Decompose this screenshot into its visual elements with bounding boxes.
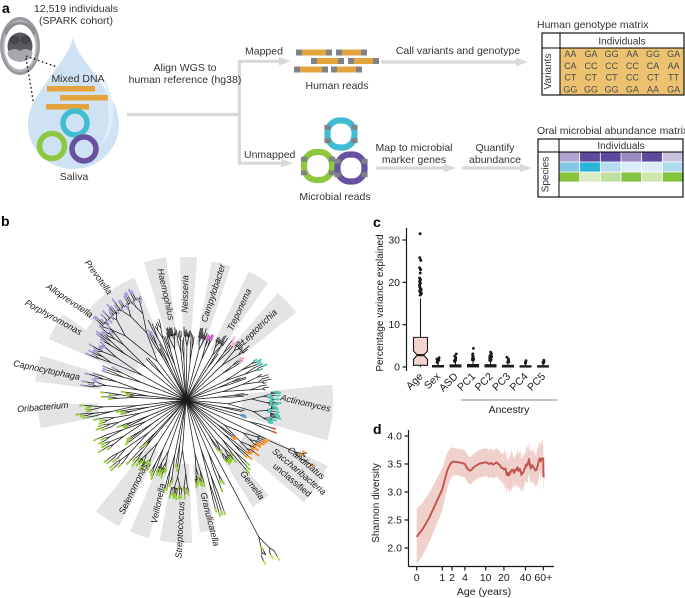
svg-text:CC: CC <box>626 61 639 71</box>
svg-text:CA: CA <box>647 61 660 71</box>
svg-text:Map to microbial: Map to microbial <box>375 142 452 154</box>
svg-text:GG: GG <box>605 84 619 94</box>
svg-text:CT: CT <box>647 73 659 83</box>
svg-text:0: 0 <box>394 362 400 374</box>
svg-text:b: b <box>1 213 10 229</box>
svg-text:2.5: 2.5 <box>387 515 402 527</box>
svg-text:10: 10 <box>480 572 492 584</box>
svg-text:AA: AA <box>564 49 576 59</box>
svg-text:Oribacterium: Oribacterium <box>17 400 70 414</box>
svg-text:4: 4 <box>462 572 468 584</box>
svg-text:3.0: 3.0 <box>387 487 402 499</box>
svg-text:Ancestry: Ancestry <box>489 404 531 416</box>
svg-text:Percentage variance explained: Percentage variance explained <box>375 234 386 371</box>
svg-text:10: 10 <box>388 319 400 331</box>
svg-text:2: 2 <box>449 572 455 584</box>
svg-text:AA: AA <box>668 61 680 71</box>
svg-text:Individuals: Individuals <box>597 141 644 152</box>
svg-text:CT: CT <box>564 73 576 83</box>
svg-text:a: a <box>2 0 10 16</box>
svg-text:CC: CC <box>605 61 618 71</box>
svg-text:GG: GG <box>646 49 660 59</box>
svg-text:2.0: 2.0 <box>387 543 402 555</box>
svg-text:CC: CC <box>585 61 598 71</box>
svg-text:Microbial reads: Microbial reads <box>299 191 370 203</box>
svg-text:(SPARK cohort): (SPARK cohort) <box>39 15 113 27</box>
svg-text:GA: GA <box>667 49 680 59</box>
svg-text:Saliva: Saliva <box>60 171 89 183</box>
svg-text:human reference (hg38): human reference (hg38) <box>129 74 242 86</box>
svg-text:Age (years): Age (years) <box>457 586 511 598</box>
svg-text:3.5: 3.5 <box>387 459 402 471</box>
svg-text:GA: GA <box>667 84 680 94</box>
svg-text:Align WGS to: Align WGS to <box>153 62 216 74</box>
svg-text:AA: AA <box>626 49 638 59</box>
svg-text:abundance: abundance <box>469 154 521 166</box>
svg-text:CA: CA <box>564 61 577 71</box>
svg-text:Human genotype matrix: Human genotype matrix <box>537 19 649 31</box>
svg-text:30: 30 <box>388 235 400 247</box>
svg-text:0: 0 <box>414 572 420 584</box>
svg-text:GG: GG <box>563 84 577 94</box>
svg-text:c: c <box>373 214 381 230</box>
svg-text:CT: CT <box>606 73 618 83</box>
svg-text:Human reads: Human reads <box>305 80 368 92</box>
svg-text:Unmapped: Unmapped <box>244 149 296 161</box>
svg-text:GA: GA <box>626 84 639 94</box>
svg-text:60+: 60+ <box>534 572 552 584</box>
svg-text:Oral microbial abundance matri: Oral microbial abundance matrix <box>537 125 685 137</box>
svg-text:CC: CC <box>626 73 639 83</box>
svg-text:d: d <box>373 421 382 437</box>
svg-text:Quantify: Quantify <box>475 142 515 154</box>
svg-text:CT: CT <box>585 73 597 83</box>
svg-text:GG: GG <box>584 84 598 94</box>
svg-text:40: 40 <box>520 572 532 584</box>
svg-text:12,519 individuals: 12,519 individuals <box>34 3 118 15</box>
svg-text:Mapped: Mapped <box>245 46 283 58</box>
svg-text:20: 20 <box>498 572 510 584</box>
svg-text:Individuals: Individuals <box>598 37 645 48</box>
svg-text:GG: GG <box>605 49 619 59</box>
svg-text:Shannon diversity: Shannon diversity <box>371 463 382 543</box>
svg-text:4.0: 4.0 <box>387 431 402 443</box>
svg-text:1: 1 <box>439 572 445 584</box>
svg-text:20: 20 <box>388 277 400 289</box>
svg-text:AA: AA <box>647 84 659 94</box>
svg-text:Variants: Variants <box>543 54 554 90</box>
svg-text:Streptococcus: Streptococcus <box>174 501 187 559</box>
svg-text:TT: TT <box>668 73 679 83</box>
svg-text:marker genes: marker genes <box>382 154 446 166</box>
svg-text:Mixed DNA: Mixed DNA <box>51 73 104 85</box>
svg-text:GA: GA <box>584 49 597 59</box>
svg-text:Species: Species <box>541 157 552 193</box>
svg-text:Neisseria: Neisseria <box>180 275 191 313</box>
svg-text:Call variants and genotype: Call variants and genotype <box>396 45 520 57</box>
